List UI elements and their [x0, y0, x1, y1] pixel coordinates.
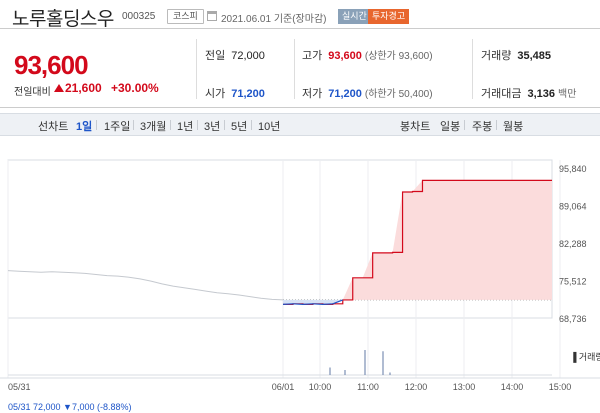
low-price: 저가 71,200 (하한가 50,400) — [302, 85, 433, 101]
upper-limit: (상한가 93,600) — [364, 51, 433, 62]
tab-line-chart[interactable]: 선차트 — [38, 121, 69, 133]
tab-1y[interactable]: 1년 — [177, 121, 194, 133]
market-badge: 코스피 — [167, 9, 204, 24]
stock-name: 노루홀딩스우 — [12, 9, 114, 30]
current-price: 93,600 — [14, 50, 89, 80]
prev-close: 전일 72,000 — [205, 47, 265, 63]
open-value: 71,200 — [231, 88, 265, 100]
quote-panel: 93,600 전일대비 21,600 +30.00% 전일 72,000 시가 71… — [0, 28, 600, 108]
open-price: 시가 71,200 — [205, 85, 265, 101]
tab-5y[interactable]: 5년 — [231, 121, 248, 133]
trade-value-unit: 백만 — [558, 89, 577, 100]
tab-weekly-candle[interactable]: 주봉 — [472, 121, 493, 133]
y-tick-label: 75,512 — [559, 277, 587, 287]
chart-tabs: 선차트 1일 1주일 3개월 1년 3년 5년 10년 봉차트 일봉 주봉 월봉 — [0, 113, 600, 136]
change-label: 전일대비 — [14, 87, 51, 98]
bottom-info-label: 05/31 72,000 ▼7,000 (-8.88%) — [8, 402, 132, 412]
tab-monthly-candle[interactable]: 월봉 — [503, 121, 524, 133]
low-value: 71,200 — [328, 88, 362, 100]
tab-10y[interactable]: 10년 — [258, 121, 281, 133]
trade-value: 거래대금 3,136 백만 — [481, 85, 576, 101]
prev-day-price-line — [7, 270, 284, 301]
tab-1d[interactable]: 1일 — [76, 121, 93, 133]
tab-divider — [496, 120, 497, 130]
investment-warning-badge: 투자경고 — [368, 9, 410, 24]
price-chart-svg: 95,840 89,064 82,288 75,512 68,736 ▐ 거래량 05/31… — [0, 159, 600, 412]
trade-value-value: 3,136 — [527, 88, 556, 100]
volume-value: 35,485 — [517, 50, 552, 62]
tab-divider — [197, 120, 198, 130]
trade-value-label: 거래대금 — [481, 88, 522, 100]
tab-daily-candle[interactable]: 일봉 — [440, 121, 461, 133]
y-tick-label: 89,064 — [559, 202, 587, 212]
lower-limit: (하한가 50,400) — [364, 89, 433, 100]
tab-candle-chart[interactable]: 봉차트 — [400, 121, 431, 133]
divider — [196, 39, 197, 99]
open-label: 시가 — [205, 88, 226, 100]
divider — [294, 39, 295, 99]
tab-3m[interactable]: 3개월 — [140, 121, 167, 133]
up-fill-area — [283, 180, 552, 300]
x-tick-label: 12:00 — [405, 382, 428, 392]
y-tick-label: 68,736 — [559, 314, 587, 324]
tab-divider — [224, 120, 225, 130]
high-label: 고가 — [302, 50, 323, 62]
price-chart[interactable]: 95,840 89,064 82,288 75,512 68,736 ▐ 거래량 05/31… — [0, 150, 600, 413]
volume-label: 거래량 — [481, 50, 512, 62]
change-percent: +30.00% — [111, 81, 159, 95]
x-tick-label: 11:00 — [357, 382, 379, 392]
tab-divider — [251, 120, 252, 130]
volume: 거래량 35,485 — [481, 47, 551, 63]
date-info: 2021.06.01 기준(장마감) — [221, 14, 327, 25]
tab-divider — [133, 120, 134, 130]
stock-header: 노루홀딩스우 000325 코스피 2021.06.01 기준(장마감) 실시간… — [0, 0, 600, 30]
divider — [472, 39, 473, 99]
high-value: 93,600 — [328, 50, 362, 62]
x-tick-label: 13:00 — [453, 382, 476, 392]
y-tick-label: 82,288 — [559, 239, 587, 249]
tab-3y[interactable]: 3년 — [204, 121, 221, 133]
change-value: 21,600 — [65, 81, 102, 95]
y-tick-label: 95,840 — [559, 164, 587, 174]
tab-1w[interactable]: 1주일 — [104, 121, 131, 133]
below-ref-price-line — [282, 299, 343, 305]
x-tick-label: 05/31 — [8, 382, 31, 392]
high-price: 고가 93,600 (상한가 93,600) — [302, 47, 433, 63]
tab-divider — [170, 120, 171, 130]
x-tick-label: 10:00 — [309, 382, 332, 392]
tab-divider — [96, 120, 97, 130]
x-tick-label: 06/01 — [272, 382, 295, 392]
stock-code: 000325 — [122, 11, 156, 22]
up-arrow-icon — [54, 84, 64, 92]
x-tick-label: 15:00 — [549, 382, 572, 392]
tab-divider — [464, 120, 465, 130]
prev-close-label: 전일 — [205, 50, 226, 62]
realtime-button[interactable]: 실시간 — [338, 9, 371, 24]
calendar-icon — [207, 11, 217, 21]
x-tick-label: 14:00 — [501, 382, 524, 392]
prev-close-value: 72,000 — [231, 50, 265, 62]
low-label: 저가 — [302, 88, 323, 100]
volume-label: ▐ 거래량 — [570, 351, 600, 363]
